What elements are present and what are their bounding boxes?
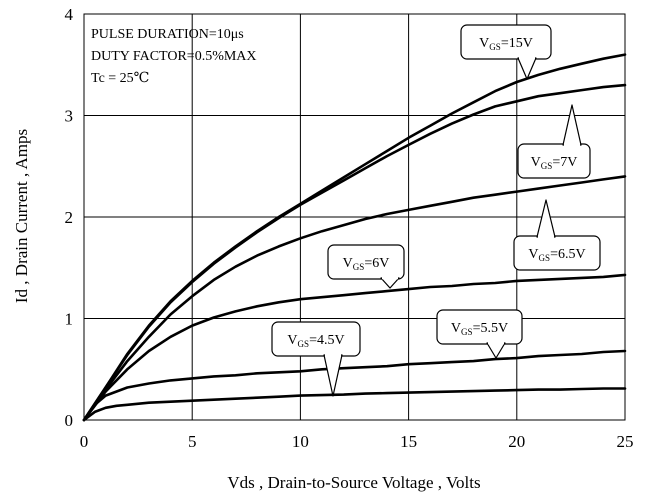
callout-4: VGS=5.5V xyxy=(436,309,523,359)
callout-1: VGS=7V xyxy=(517,104,591,179)
callout-box xyxy=(436,309,523,345)
series-label: VGS=7V xyxy=(531,155,578,171)
x-tick-label: 10 xyxy=(292,432,309,451)
series-label-sub: GS xyxy=(541,161,553,171)
series-label-value: =7V xyxy=(552,155,577,170)
series-label-main: V xyxy=(451,321,461,336)
y-tick-label: 2 xyxy=(65,208,74,227)
series-label-main: V xyxy=(528,247,538,262)
series-label: VGS=4.5V xyxy=(287,333,344,349)
series-label-sub: GS xyxy=(298,339,310,349)
plot-frame xyxy=(83,13,626,421)
callout-pointer xyxy=(536,199,556,238)
callout-2: VGS=6.5V xyxy=(513,199,601,271)
series-label-value: =4.5V xyxy=(309,333,345,348)
callout-box xyxy=(327,244,405,280)
series-line-4 xyxy=(82,349,627,422)
series-label: VGS=6V xyxy=(343,256,390,272)
series-label: VGS=5.5V xyxy=(451,321,508,337)
callout-pointer xyxy=(323,354,343,397)
y-tick-label: 0 xyxy=(65,411,74,430)
x-tick-label: 0 xyxy=(80,432,89,451)
y-tick-label: 4 xyxy=(65,5,74,24)
series-label-value: =15V xyxy=(501,36,533,51)
series-label-value: =5.5V xyxy=(473,321,509,336)
series-line-5 xyxy=(82,387,627,422)
callout-box xyxy=(513,235,601,271)
y-axis-label: Id , Drain Current , Amps xyxy=(12,129,31,303)
callout-pointer xyxy=(380,277,400,289)
series-label-value: =6V xyxy=(364,256,389,271)
callout-box xyxy=(517,143,591,179)
x-tick-label: 20 xyxy=(508,432,525,451)
callout-box xyxy=(460,24,552,60)
series-label: VGS=15V xyxy=(479,36,533,52)
callout-3: VGS=6V xyxy=(327,244,405,289)
series-line-2 xyxy=(82,175,627,422)
series-label-sub: GS xyxy=(539,253,551,263)
series-line-1 xyxy=(82,83,627,422)
series-label-sub: GS xyxy=(489,42,501,52)
x-tick-label: 5 xyxy=(188,432,197,451)
note-line-1: PULSE DURATION=10μs xyxy=(91,27,244,42)
callout-box xyxy=(271,321,361,357)
x-tick-label: 25 xyxy=(617,432,634,451)
series-line-3 xyxy=(82,273,627,422)
callout-5: VGS=4.5V xyxy=(271,321,361,397)
callouts: VGS=15VVGS=7VVGS=6.5VVGS=6VVGS=5.5VVGS=4… xyxy=(271,24,601,397)
x-tick-label: 15 xyxy=(400,432,417,451)
series-label-main: V xyxy=(287,333,297,348)
x-axis-label: Vds , Drain-to-Source Voltage , Volts xyxy=(227,473,480,492)
series-label-main: V xyxy=(343,256,353,271)
series-label-main: V xyxy=(531,155,541,170)
note-line-3: Tc = 25℃ xyxy=(91,71,149,86)
y-tick-label: 1 xyxy=(65,310,74,329)
series-label-value: =6.5V xyxy=(550,247,586,262)
callout-0: VGS=15V xyxy=(460,24,552,80)
tick-labels: 0 5 10 15 20 25 0 1 2 3 4 xyxy=(65,5,634,451)
series-label-sub: GS xyxy=(461,327,473,337)
callout-pointer xyxy=(562,104,582,146)
callout-pointer xyxy=(486,342,506,359)
series-label-sub: GS xyxy=(353,262,365,272)
series-label: VGS=6.5V xyxy=(528,247,585,263)
series-label-main: V xyxy=(479,36,489,51)
y-tick-label: 3 xyxy=(65,107,74,126)
note-line-2: DUTY FACTOR=0.5%MAX xyxy=(91,49,257,64)
